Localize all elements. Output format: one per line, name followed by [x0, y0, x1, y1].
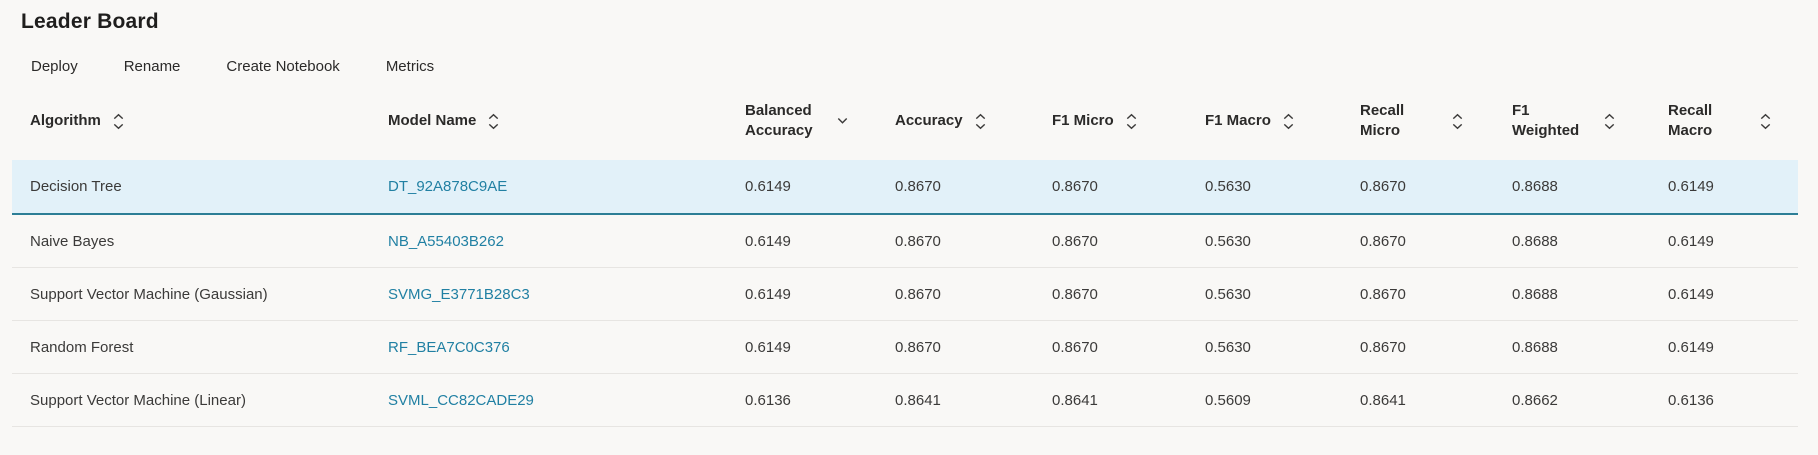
model-link[interactable]: SVML_CC82CADE29 [388, 391, 534, 409]
recall-micro-cell: 0.8641 [1360, 391, 1406, 409]
f1-micro-cell: 0.8670 [1052, 178, 1098, 195]
f1-micro-cell: 0.8670 [1052, 232, 1098, 250]
column-header-label: Recall Macro [1668, 101, 1713, 139]
model-link[interactable]: NB_A55403B262 [388, 232, 504, 250]
column-header-f1-weighted[interactable]: F1 Weighted [1494, 101, 1650, 142]
table-row[interactable]: Decision Tree DT_92A878C9AE 0.6149 0.867… [12, 160, 1798, 215]
accuracy-cell: 0.8670 [895, 285, 941, 303]
f1-weighted-cell: 0.8688 [1512, 232, 1558, 250]
model-link[interactable]: RF_BEA7C0C376 [388, 338, 510, 356]
metrics-button[interactable]: Metrics [378, 54, 442, 79]
column-header-label: Accuracy [895, 111, 963, 129]
table-body: Decision Tree DT_92A878C9AE 0.6149 0.867… [0, 160, 1818, 427]
column-header-model-name[interactable]: Model Name [370, 111, 727, 131]
algorithm-cell: Support Vector Machine (Linear) [30, 391, 246, 409]
recall-macro-cell: 0.6136 [1668, 391, 1714, 409]
recall-macro-cell: 0.6149 [1668, 232, 1714, 250]
f1-weighted-cell: 0.8688 [1512, 338, 1558, 356]
column-header-algorithm[interactable]: Algorithm [12, 111, 370, 131]
model-name-cell: SVML_CC82CADE29 [370, 392, 727, 409]
column-header-label: F1 Weighted [1512, 101, 1580, 139]
table-header-row: Algorithm Model Name Balanced Accuracy A… [12, 88, 1798, 154]
accuracy-cell: 0.8641 [895, 391, 941, 409]
f1-micro-cell: 0.8641 [1052, 391, 1098, 409]
column-header-balanced-accuracy[interactable]: Balanced Accuracy [727, 101, 877, 142]
model-link[interactable]: SVMG_E3771B28C3 [388, 285, 530, 303]
recall-macro-cell: 0.6149 [1668, 338, 1714, 356]
column-header-f1-micro[interactable]: F1 Micro [1034, 111, 1187, 131]
model-link[interactable]: DT_92A878C9AE [388, 178, 508, 195]
sort-both-icon [975, 113, 986, 130]
recall-micro-cell: 0.8670 [1360, 338, 1406, 356]
page-title: Leader Board [21, 10, 159, 33]
column-header-recall-macro[interactable]: Recall Macro [1650, 101, 1798, 142]
sort-descending-icon [837, 117, 848, 125]
balanced-accuracy-cell: 0.6149 [745, 285, 791, 303]
balanced-accuracy-cell: 0.6149 [745, 232, 791, 250]
sort-both-icon [1604, 113, 1615, 130]
sort-both-icon [1452, 113, 1463, 130]
f1-macro-cell: 0.5630 [1205, 285, 1251, 303]
balanced-accuracy-cell: 0.6149 [745, 338, 791, 356]
model-name-cell: SVMG_E3771B28C3 [370, 286, 727, 303]
column-header-accuracy[interactable]: Accuracy [877, 111, 1034, 131]
sort-both-icon [1283, 113, 1294, 130]
column-header-label: Recall Micro [1360, 101, 1405, 139]
column-header-label: F1 Macro [1205, 111, 1271, 129]
accuracy-cell: 0.8670 [895, 178, 941, 195]
f1-micro-cell: 0.8670 [1052, 285, 1098, 303]
accuracy-cell: 0.8670 [895, 338, 941, 356]
rename-button[interactable]: Rename [116, 54, 189, 79]
recall-micro-cell: 0.8670 [1360, 285, 1406, 303]
algorithm-cell: Decision Tree [30, 178, 122, 195]
model-name-cell: RF_BEA7C0C376 [370, 339, 727, 356]
column-header-label: Algorithm [30, 111, 101, 129]
f1-weighted-cell: 0.8662 [1512, 391, 1558, 409]
f1-micro-cell: 0.8670 [1052, 338, 1098, 356]
command-bar: Deploy Rename Create Notebook Metrics [23, 50, 1818, 82]
column-header-f1-macro[interactable]: F1 Macro [1187, 111, 1342, 131]
table-row[interactable]: Support Vector Machine (Gaussian) SVMG_E… [12, 268, 1798, 321]
model-name-cell: NB_A55403B262 [370, 233, 727, 250]
f1-macro-cell: 0.5630 [1205, 178, 1251, 195]
deploy-button[interactable]: Deploy [23, 54, 86, 79]
sort-both-icon [1760, 113, 1771, 130]
table-row[interactable]: Random Forest RF_BEA7C0C376 0.6149 0.867… [12, 321, 1798, 374]
column-header-recall-micro[interactable]: Recall Micro [1342, 101, 1494, 142]
table-row[interactable]: Support Vector Machine (Linear) SVML_CC8… [12, 374, 1798, 427]
sort-both-icon [113, 113, 124, 130]
table-row[interactable]: Naive Bayes NB_A55403B262 0.6149 0.8670 … [12, 215, 1798, 268]
model-name-cell: DT_92A878C9AE [370, 178, 727, 195]
recall-macro-cell: 0.6149 [1668, 285, 1714, 303]
recall-micro-cell: 0.8670 [1360, 178, 1406, 195]
balanced-accuracy-cell: 0.6136 [745, 391, 791, 409]
recall-micro-cell: 0.8670 [1360, 232, 1406, 250]
f1-weighted-cell: 0.8688 [1512, 178, 1558, 195]
algorithm-cell: Random Forest [30, 338, 134, 356]
create-notebook-button[interactable]: Create Notebook [218, 54, 347, 79]
column-header-label: F1 Micro [1052, 111, 1114, 129]
balanced-accuracy-cell: 0.6149 [745, 178, 791, 195]
sort-both-icon [1126, 113, 1137, 130]
column-header-label: Model Name [388, 111, 477, 129]
f1-weighted-cell: 0.8688 [1512, 285, 1558, 303]
algorithm-cell: Support Vector Machine (Gaussian) [30, 285, 268, 303]
f1-macro-cell: 0.5630 [1205, 232, 1251, 250]
f1-macro-cell: 0.5609 [1205, 391, 1251, 409]
sort-both-icon [488, 113, 499, 130]
recall-macro-cell: 0.6149 [1668, 178, 1714, 195]
accuracy-cell: 0.8670 [895, 232, 941, 250]
column-header-label: Balanced Accuracy [745, 101, 813, 139]
f1-macro-cell: 0.5630 [1205, 338, 1251, 356]
algorithm-cell: Naive Bayes [30, 232, 115, 250]
